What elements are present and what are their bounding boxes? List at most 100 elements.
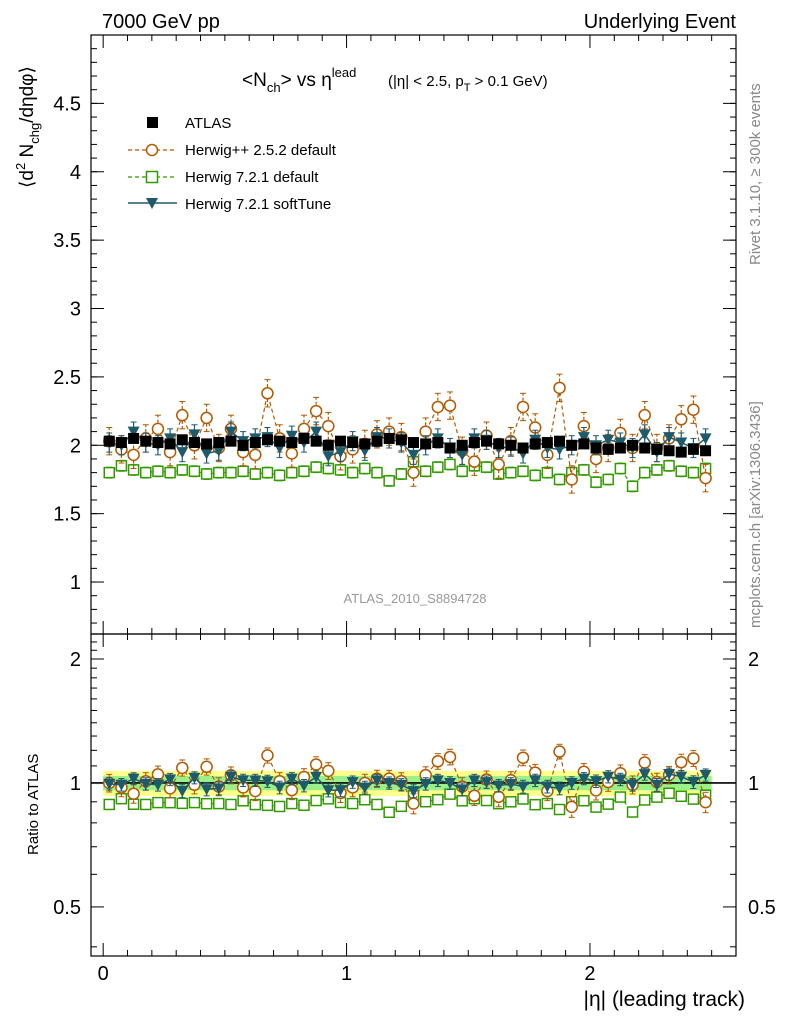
data-point: [529, 438, 541, 450]
data-point: [638, 429, 651, 441]
data-point: [383, 432, 395, 444]
data-point: [310, 426, 323, 438]
data-point: [456, 465, 468, 478]
data-point: [188, 437, 200, 449]
ratio-point: [346, 777, 359, 789]
ratio-point: [650, 779, 663, 791]
ratio-point: [638, 756, 651, 769]
ratio-point: [103, 798, 116, 811]
ratio-point: [638, 794, 651, 806]
ylabel-sup: 2: [13, 163, 28, 170]
ratio-point: [371, 798, 383, 811]
data-point: [224, 426, 237, 438]
ratio-point: [370, 775, 383, 787]
ratio-point: [249, 775, 262, 787]
data-point: [481, 435, 493, 447]
data-point: [516, 400, 530, 414]
data-point: [127, 426, 140, 438]
ratio-point: [602, 771, 615, 783]
data-point: [492, 458, 505, 471]
ratio-point: [188, 772, 201, 784]
data-point: [127, 448, 140, 462]
data-point: [554, 435, 566, 447]
data-point: [371, 466, 383, 479]
data-point: [553, 444, 566, 456]
ratio-point: [322, 764, 335, 778]
data-point: [456, 449, 469, 461]
data-point: [298, 432, 310, 444]
data-point: [468, 455, 481, 468]
ratio-point: [431, 775, 444, 787]
data-point: [285, 430, 298, 442]
data-point: [249, 437, 261, 449]
series-line-ratio: [108, 792, 706, 813]
data-point: [517, 465, 529, 478]
header-left: 7000 GeV pp: [102, 11, 220, 33]
title-main: <N: [242, 70, 267, 91]
ratio-point: [614, 791, 627, 803]
ratio-point: [127, 773, 140, 785]
ratio-point: [578, 794, 590, 807]
ratio-point: [224, 771, 237, 783]
data-point: [152, 465, 164, 478]
ratio-point: [213, 797, 225, 810]
ratio-tick-label-left: 2: [70, 649, 81, 671]
data-point: [432, 437, 444, 449]
data-point: [675, 446, 687, 458]
ratio-point: [261, 776, 274, 788]
data-point: [651, 443, 663, 455]
legend-marker-herwigpp: [145, 143, 159, 157]
data-point: [140, 466, 152, 479]
ratio-point: [602, 798, 614, 810]
data-point: [505, 439, 517, 451]
ylabel-part2: N: [17, 144, 38, 163]
data-point: [565, 473, 578, 486]
y-tick-label: 3: [70, 299, 81, 321]
data-point: [529, 469, 541, 482]
data-point: [213, 466, 225, 479]
data-point: [127, 464, 140, 476]
y-tick-label: 1.5: [53, 504, 81, 526]
ylabel-sub: chg: [27, 123, 42, 144]
ratio-point: [346, 797, 359, 810]
data-point: [493, 438, 505, 450]
ylabel-part3: /dηdφ⟩: [17, 66, 38, 123]
data-point: [578, 464, 590, 476]
legend-marker-atlas: [147, 117, 158, 128]
data-point: [480, 461, 493, 473]
ratio-point: [249, 784, 262, 798]
data-point: [590, 476, 602, 488]
analysis-id: ATLAS_2010_S8894728: [344, 591, 487, 606]
data-point: [699, 433, 712, 445]
ratio-point: [310, 794, 322, 807]
ratio-point: [553, 783, 566, 795]
data-point: [200, 411, 213, 425]
ratio-point: [651, 791, 663, 803]
title-cut-2: > 0.1 GeV): [471, 73, 548, 90]
ratio-point: [516, 751, 530, 764]
data-point: [674, 413, 688, 426]
x-tick-label: 2: [584, 963, 595, 985]
data-point: [322, 419, 335, 433]
data-point: [577, 432, 590, 444]
data-point: [164, 466, 176, 479]
ratio-y-axis-label: Ratio to ATLAS: [25, 754, 42, 855]
ratio-point: [115, 779, 128, 791]
ratio-point: [164, 796, 176, 809]
ratio-point: [590, 776, 603, 788]
ratio-point: [626, 779, 639, 791]
data-point: [249, 448, 262, 462]
mcplots-note: mcplots.cern.ch [arXiv:1306.3436]: [747, 401, 764, 628]
ratio-point: [505, 796, 517, 808]
data-point: [408, 437, 419, 449]
data-point: [309, 404, 323, 418]
ratio-point: [492, 780, 505, 792]
ratio-point: [261, 799, 274, 812]
data-point: [675, 465, 687, 478]
y-tick-label: 4: [70, 162, 81, 184]
data-point: [201, 438, 213, 450]
data-point: [431, 400, 445, 414]
data-point: [103, 435, 115, 447]
data-point: [371, 435, 383, 447]
